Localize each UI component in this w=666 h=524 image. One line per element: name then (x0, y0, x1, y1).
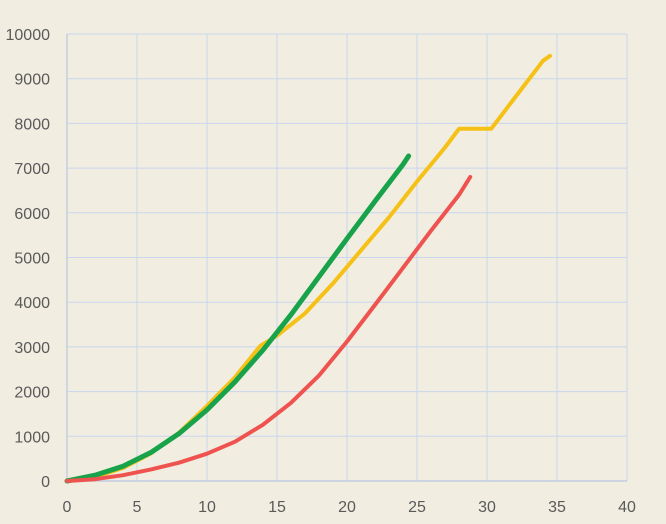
x-tick-label: 15 (268, 499, 286, 516)
series-lines (64, 53, 552, 484)
y-tick-label: 2000 (14, 385, 50, 402)
y-tick-label: 6000 (14, 206, 50, 223)
y-tick-label: 9000 (14, 72, 50, 89)
y-tick-label: 1000 (14, 429, 50, 446)
y-tick-label: 10000 (6, 27, 51, 44)
y-tick-labels: 0 1000 2000 3000 4000 5000 6000 7000 8000 9000 100… (6, 27, 51, 491)
y-tick-label: 3000 (14, 340, 50, 357)
x-tick-label: 25 (408, 499, 426, 516)
y-tick-label: 0 (41, 474, 50, 491)
series-line-2 (64, 153, 412, 484)
y-tick-label: 4000 (14, 295, 50, 312)
x-tick-label: 30 (478, 499, 496, 516)
y-tick-label: 7000 (14, 161, 50, 178)
y-tick-label: 5000 (14, 251, 50, 268)
y-tick-label: 8000 (14, 116, 50, 133)
x-tick-label: 40 (618, 499, 636, 516)
x-tick-label: 20 (338, 499, 356, 516)
x-tick-label: 10 (198, 499, 216, 516)
series-line-3 (65, 175, 473, 483)
x-tick-label: 0 (63, 499, 72, 516)
x-tick-label: 35 (548, 499, 566, 516)
series-line-1 (65, 53, 552, 483)
grid-lines (67, 33, 628, 481)
x-tick-label: 5 (133, 499, 142, 516)
axes (66, 34, 627, 482)
x-tick-labels: 0 5 10 15 20 25 30 35 40 (63, 499, 636, 516)
